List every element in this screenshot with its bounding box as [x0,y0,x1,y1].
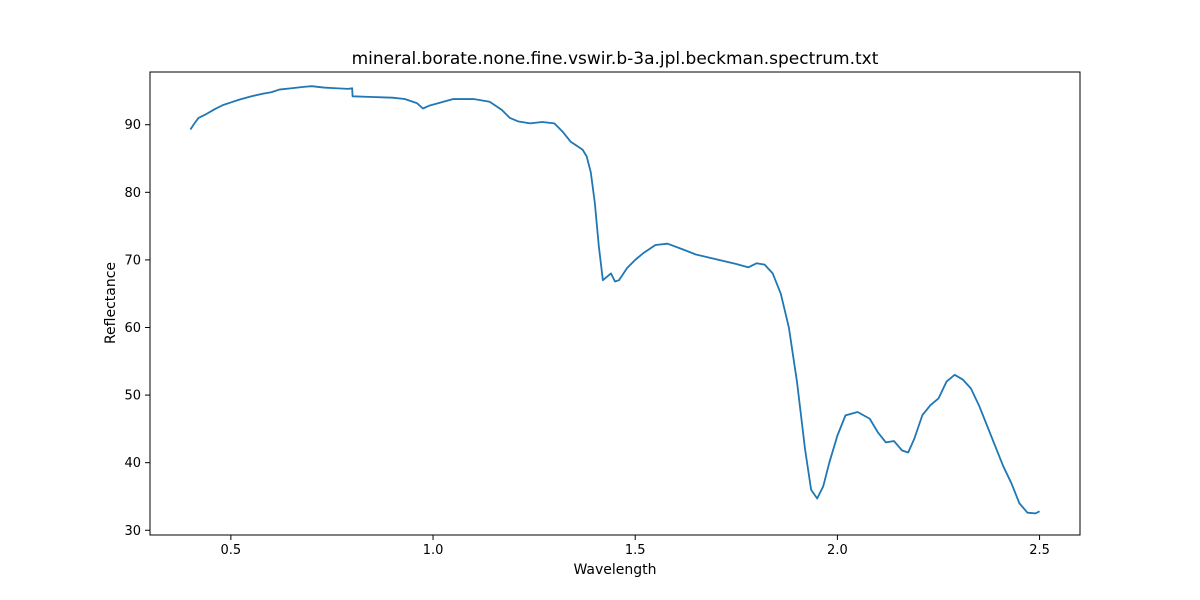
x-axis: 0.5 1.0 1.5 2.0 2.5 [221,535,1050,558]
y-tick-label: 40 [124,456,141,471]
y-tick-label: 80 [124,186,141,201]
plot-area [149,71,1081,536]
series-line [189,85,1040,515]
chart-title: mineral.borate.none.fine.vswir.b-3a.jpl.… [352,49,879,69]
y-axis: 30 40 50 60 70 80 90 [124,118,150,539]
y-tick-label: 90 [124,118,141,133]
plot-frame [149,71,1081,536]
series-layer [189,85,1040,515]
y-tick-label: 70 [124,253,141,268]
x-axis-label: Wavelength [573,562,656,578]
x-tick-label: 1.5 [625,543,646,558]
x-tick-label: 1.0 [423,543,444,558]
y-tick-label: 50 [124,389,141,404]
y-tick-label: 60 [124,321,141,336]
x-tick-label: 2.5 [1029,543,1050,558]
x-tick-label: 0.5 [221,543,242,558]
y-tick-label: 30 [124,524,141,539]
y-axis-label: Reflectance [103,262,119,344]
x-tick-label: 2.0 [827,543,848,558]
